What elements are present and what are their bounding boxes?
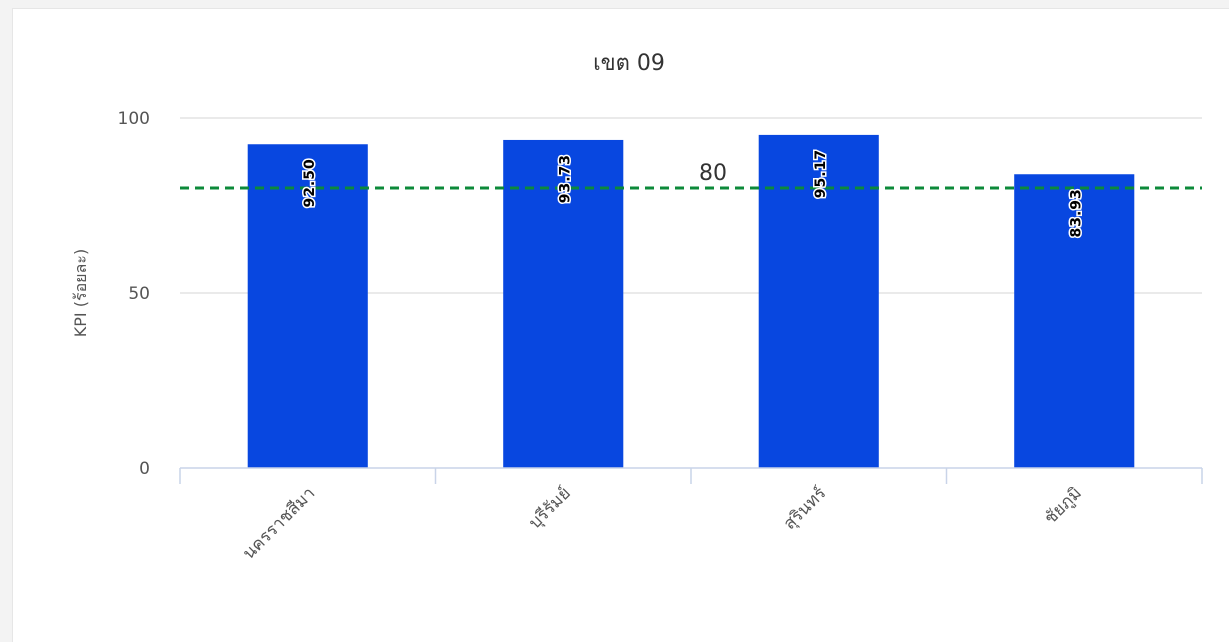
data-label: 92.50 bbox=[302, 158, 318, 207]
data-label: 93.73 bbox=[557, 154, 573, 203]
bar bbox=[1014, 174, 1135, 468]
chart-title: เขต 09 bbox=[593, 51, 665, 76]
x-axis: นครราชสีมา บุรีรัมย์ สุรินทร์ ชัยภูมิ bbox=[179, 467, 1203, 564]
reference-line-label: 80 bbox=[699, 161, 727, 186]
reference-line-group: 80 bbox=[180, 161, 1202, 190]
y-tick-label: 0 bbox=[139, 459, 150, 479]
bar bbox=[758, 134, 879, 468]
y-axis-label: KPI (ร้อยละ) bbox=[71, 249, 90, 337]
data-labels: 92.50 93.73 95.17 83.93 bbox=[300, 147, 1086, 239]
data-label: 83.93 bbox=[1068, 188, 1084, 237]
y-tick-label: 50 bbox=[128, 284, 150, 304]
x-tick-label: สุรินทร์ bbox=[780, 483, 831, 534]
x-tick-label: บุรีรัมย์ bbox=[525, 483, 575, 533]
bar bbox=[247, 144, 368, 468]
bar bbox=[503, 139, 624, 468]
data-label: 95.17 bbox=[813, 149, 829, 198]
x-tick-label: นครราชสีมา bbox=[239, 483, 319, 563]
y-tick-label: 100 bbox=[118, 109, 150, 129]
bars bbox=[247, 134, 1135, 468]
y-axis-ticks: 0 50 100 bbox=[118, 109, 150, 479]
x-tick-label: ชัยภูมิ bbox=[1041, 483, 1086, 528]
